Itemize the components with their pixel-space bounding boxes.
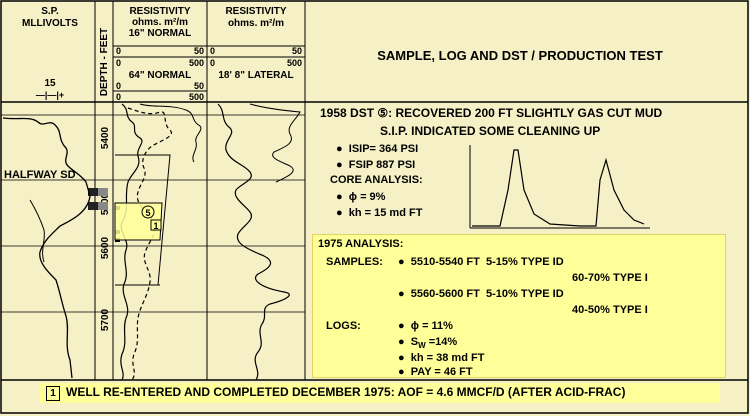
test-interval-outline: [115, 154, 171, 286]
dst-marker-number: 5: [145, 208, 150, 218]
sp-curve-shale: [29, 199, 45, 263]
sp-units: MLLIVOLTS: [22, 18, 78, 29]
res2-title: RESISTIVITY: [225, 6, 286, 17]
res1-c1-alt-min: 0: [116, 58, 121, 68]
depth-5400: 5400: [100, 126, 111, 149]
res1-title: RESISTIVITY: [129, 6, 190, 17]
dst-title: 1958 DST ⑤: RECOVERED 200 FT SLIGHTLY GA…: [320, 106, 663, 120]
sample2-line: ● 5560-5600 FT 5-10% TYPE ID: [398, 288, 564, 300]
sp-curve: [2, 117, 91, 379]
completion-marker-box: [150, 219, 162, 231]
res1-c1-max: 50: [194, 46, 204, 56]
res2-units: ohms. m²/m: [228, 18, 284, 29]
footer-text: 1 WELL RE-ENTERED AND COMPLETED DECEMBER …: [46, 385, 625, 401]
depth-gridlines: [1, 114, 305, 313]
res1-third-curve: [139, 103, 202, 163]
res1-curve2-name: 64" NORMAL: [129, 70, 192, 81]
log-porosity: ● ϕ = 11%: [398, 320, 453, 332]
depth-5600: 5600: [100, 236, 111, 259]
logs-label: LOGS:: [326, 320, 361, 332]
dst-subtitle: S.I.P. INDICATED SOME CLEANING UP: [380, 124, 601, 138]
res2-c1-min: 0: [210, 46, 215, 56]
log-pay: ● PAY = 46 FT: [398, 366, 473, 378]
res1-c2-alt-min: 0: [116, 92, 121, 102]
core-porosity: ● ϕ = 9%: [336, 191, 386, 203]
dst-isip: ● ISIP= 364 PSI: [336, 143, 419, 155]
formation-label: HALFWAY SD: [4, 169, 76, 181]
log-kh: ● kh = 38 md FT: [398, 352, 485, 364]
res2-second-curve: [249, 103, 301, 183]
res1-normal-curve: [120, 103, 143, 381]
log-water-saturation: ● SW =14%: [398, 336, 458, 351]
res1-c1-alt-max: 500: [189, 58, 204, 68]
dst-fsip: ● FSIP 887 PSI: [336, 159, 416, 171]
footer-banner: [40, 383, 720, 403]
panel-title: SAMPLE, LOG AND DST / PRODUCTION TEST: [377, 48, 663, 63]
core-title: CORE ANALYSIS:: [330, 174, 423, 186]
completion-marker-number: 1: [153, 221, 158, 231]
core-kh: ● kh = 15 md FT: [336, 207, 423, 219]
sp-scale: 15: [44, 78, 56, 89]
sample1-type: 60-70% TYPE I: [572, 272, 648, 284]
res1-lateral-curve: [127, 107, 172, 381]
sp-title: S.P.: [41, 6, 59, 17]
res2-c1-alt-min: 0: [210, 58, 215, 68]
res1-units: ohms. m²/m: [132, 17, 188, 28]
depth-5700: 5700: [100, 308, 111, 331]
samples-label: SAMPLES:: [326, 256, 383, 268]
res2-c1-alt-max: 500: [287, 58, 302, 68]
res2-lateral-curve: [217, 103, 290, 381]
sample1-line: ● 5510-5540 FT 5-15% TYPE ID: [398, 256, 564, 268]
depth-label: DEPTH - FEET: [99, 28, 110, 96]
res1-c2-max: 50: [194, 81, 204, 91]
res1-curve1-name: 16" NORMAL: [129, 28, 192, 39]
footer-marker: 1: [46, 386, 60, 401]
res1-c1-min: 0: [116, 46, 121, 56]
res2-curve2-name: 18' 8" LATERAL: [218, 70, 293, 81]
analysis-title: 1975 ANALYSIS:: [318, 238, 404, 250]
sample2-type: 40-50% TYPE I: [572, 304, 648, 316]
res1-c2-min: 0: [116, 81, 121, 91]
res1-c2-alt-max: 500: [189, 92, 204, 102]
sp-scale-marks: —|—|+: [36, 90, 64, 100]
analysis-box: [312, 234, 726, 378]
res2-c1-max: 50: [292, 46, 302, 56]
dst-marker-circle: [141, 205, 155, 219]
